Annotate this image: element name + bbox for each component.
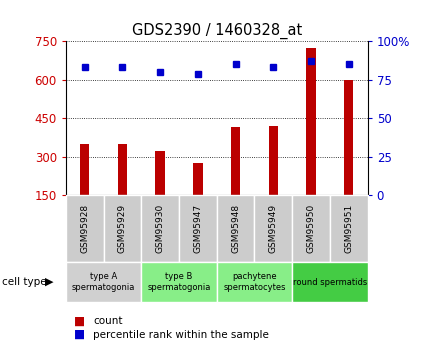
Bar <box>306 48 316 233</box>
Bar <box>193 163 203 233</box>
Bar <box>344 80 354 233</box>
Text: GSM95950: GSM95950 <box>306 204 315 253</box>
Text: pachytene
spermatocytes: pachytene spermatocytes <box>223 272 286 292</box>
Text: ■: ■ <box>74 328 85 341</box>
Bar <box>80 144 89 233</box>
Text: ▶: ▶ <box>45 277 53 287</box>
Text: GSM95928: GSM95928 <box>80 204 89 253</box>
Bar <box>330 195 368 262</box>
Bar <box>156 151 165 233</box>
Text: GSM95948: GSM95948 <box>231 204 240 253</box>
Bar <box>104 195 141 262</box>
Text: GSM95949: GSM95949 <box>269 204 278 253</box>
Bar <box>292 195 330 262</box>
Text: round spermatids: round spermatids <box>293 277 367 287</box>
Bar <box>292 262 368 302</box>
Bar <box>269 126 278 233</box>
Text: percentile rank within the sample: percentile rank within the sample <box>94 330 269 339</box>
Bar <box>118 144 127 233</box>
Bar <box>179 195 217 262</box>
Text: type A
spermatogonia: type A spermatogonia <box>72 272 135 292</box>
Bar <box>231 127 240 233</box>
Text: count: count <box>94 316 123 326</box>
Bar <box>141 195 179 262</box>
Text: GSM95929: GSM95929 <box>118 204 127 253</box>
Text: type B
spermatogonia: type B spermatogonia <box>147 272 211 292</box>
Text: GSM95947: GSM95947 <box>193 204 202 253</box>
Bar <box>66 195 104 262</box>
Text: GSM95930: GSM95930 <box>156 204 164 253</box>
Title: GDS2390 / 1460328_at: GDS2390 / 1460328_at <box>132 22 302 39</box>
Text: ■: ■ <box>74 314 85 327</box>
Bar <box>141 262 217 302</box>
Bar <box>217 195 255 262</box>
Text: GSM95951: GSM95951 <box>344 204 353 253</box>
Bar <box>66 262 141 302</box>
Text: cell type: cell type <box>2 277 47 287</box>
Bar <box>255 195 292 262</box>
Bar <box>217 262 292 302</box>
